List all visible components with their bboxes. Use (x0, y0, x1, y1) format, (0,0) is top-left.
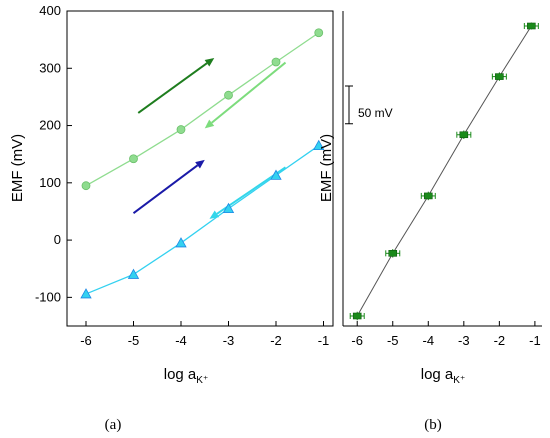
panel-a-x-axis-title: log aK⁺ (164, 366, 208, 386)
data-point (313, 139, 325, 150)
series-line (85, 145, 320, 295)
data-point (352, 312, 362, 320)
trend-arrow-head (204, 57, 215, 67)
x-tick-label: -3 (458, 333, 470, 348)
x-tick-label: -1 (529, 333, 541, 348)
x-tick-label: -6 (351, 333, 363, 348)
data-point (388, 250, 398, 257)
y-tick-label: -100 (35, 289, 61, 304)
data-point (176, 125, 186, 134)
x-tick-label: -2 (270, 333, 282, 348)
panel-a-y-axis-title: EMF (mV) (9, 134, 26, 202)
data-point (423, 192, 433, 200)
panel-a-series-lines (85, 32, 320, 295)
data-point (81, 181, 91, 191)
panel-b: -6 -5 -4 -3 -2 -1 50 mV EMF (mV) log aK⁺ (b) (318, 11, 542, 433)
panel-b-y-axis-title: EMF (mV) (318, 134, 335, 202)
series-line (85, 32, 320, 187)
data-point (129, 154, 138, 164)
panel-b-series-lines (356, 25, 532, 317)
data-point (175, 237, 187, 248)
panel-b-x-axis-title-main: log a (421, 366, 454, 383)
trend-arrow-shaft (211, 61, 287, 124)
data-point (80, 288, 92, 299)
data-point (271, 57, 281, 67)
panel-a-label: (a) (105, 417, 122, 433)
scale-bar-label: 50 mV (358, 106, 393, 120)
data-point (270, 169, 282, 180)
panel-b-x-ticks: -6 -5 -4 -3 -2 -1 (351, 321, 541, 348)
panel-b-label: (b) (424, 417, 442, 433)
trend-arrow-shaft (137, 62, 208, 114)
panel-a-x-axis-title-main: log a (164, 366, 197, 383)
y-tick-label: 100 (39, 175, 61, 190)
data-point (314, 28, 324, 38)
data-point (495, 73, 504, 80)
x-tick-label: -5 (387, 333, 399, 348)
trend-arrow-shaft (132, 164, 199, 214)
data-point (224, 90, 233, 100)
data-point (222, 202, 235, 213)
x-tick-label: -5 (128, 333, 140, 348)
x-tick-label: -6 (80, 333, 92, 348)
y-tick-label: 300 (39, 60, 61, 75)
panel-b-x-axis-title: log aK⁺ (421, 366, 465, 386)
panel-a-frame (66, 10, 334, 327)
scale-bar: 50 mV (345, 85, 393, 125)
trend-arrow-head (204, 119, 215, 129)
data-point (127, 268, 140, 279)
panel-a-arrows (132, 57, 287, 219)
x-tick-label: -1 (318, 333, 330, 348)
y-tick-label: 400 (39, 3, 61, 18)
y-tick-label: 0 (54, 232, 61, 247)
trend-arrow-head (209, 210, 220, 219)
series-line (356, 25, 532, 317)
panel-a-x-ticks: -6 -5 -4 -3 -2 -1 (80, 321, 329, 348)
panel-a-x-axis-title-sub: K⁺ (196, 375, 208, 386)
data-point (527, 22, 536, 30)
panel-a-y-ticks: -100 0 100 200 300 400 (35, 3, 72, 304)
trend-arrow-head (195, 159, 205, 169)
x-tick-label: -4 (423, 333, 435, 348)
x-tick-label: -3 (223, 333, 235, 348)
y-tick-label: 200 (39, 118, 61, 133)
x-tick-label: -4 (175, 333, 187, 348)
panel-b-x-axis-title-sub: K⁺ (453, 375, 465, 386)
panel-b-points (349, 22, 539, 321)
x-tick-label: -2 (494, 333, 506, 348)
panel-a-points (80, 28, 325, 299)
data-point (459, 131, 469, 139)
